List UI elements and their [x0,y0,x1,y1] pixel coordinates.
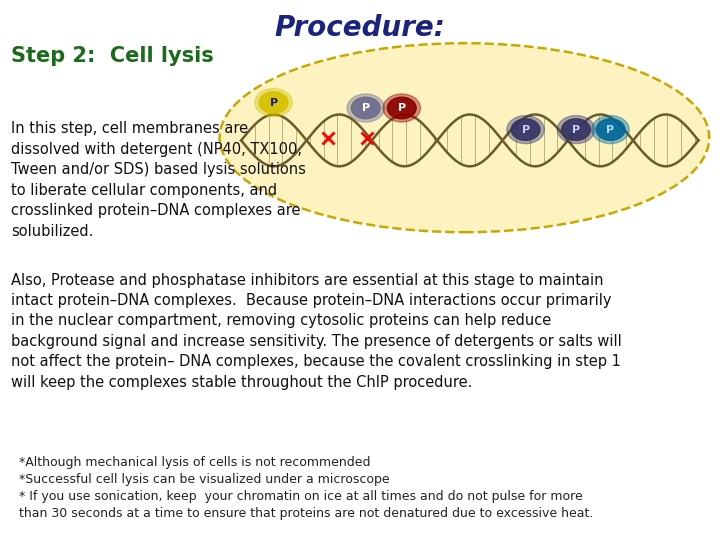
Text: In this step, cell membranes are
dissolved with detergent (NP40, TX100,
Tween an: In this step, cell membranes are dissolv… [11,122,306,239]
Text: Step 2:  Cell lysis: Step 2: Cell lysis [11,46,214,66]
Text: P: P [521,125,530,134]
Circle shape [511,119,540,140]
Text: P: P [572,125,580,134]
Circle shape [259,92,288,113]
Text: Procedure:: Procedure: [274,14,446,42]
Circle shape [557,116,595,144]
Ellipse shape [220,43,709,232]
Circle shape [255,89,292,117]
Text: P: P [361,103,370,113]
Circle shape [592,116,629,144]
Text: Also, Protease and phosphatase inhibitors are essential at this stage to maintai: Also, Protease and phosphatase inhibitor… [11,273,621,390]
Circle shape [351,97,380,119]
Circle shape [562,119,590,140]
Circle shape [507,116,544,144]
Text: P: P [269,98,278,107]
Circle shape [383,94,420,122]
Circle shape [387,97,416,119]
Text: P: P [606,125,615,134]
Text: *Although mechanical lysis of cells is not recommended
  *Successful cell lysis : *Although mechanical lysis of cells is n… [11,456,593,521]
Text: P: P [397,103,406,113]
Circle shape [596,119,625,140]
Circle shape [347,94,384,122]
